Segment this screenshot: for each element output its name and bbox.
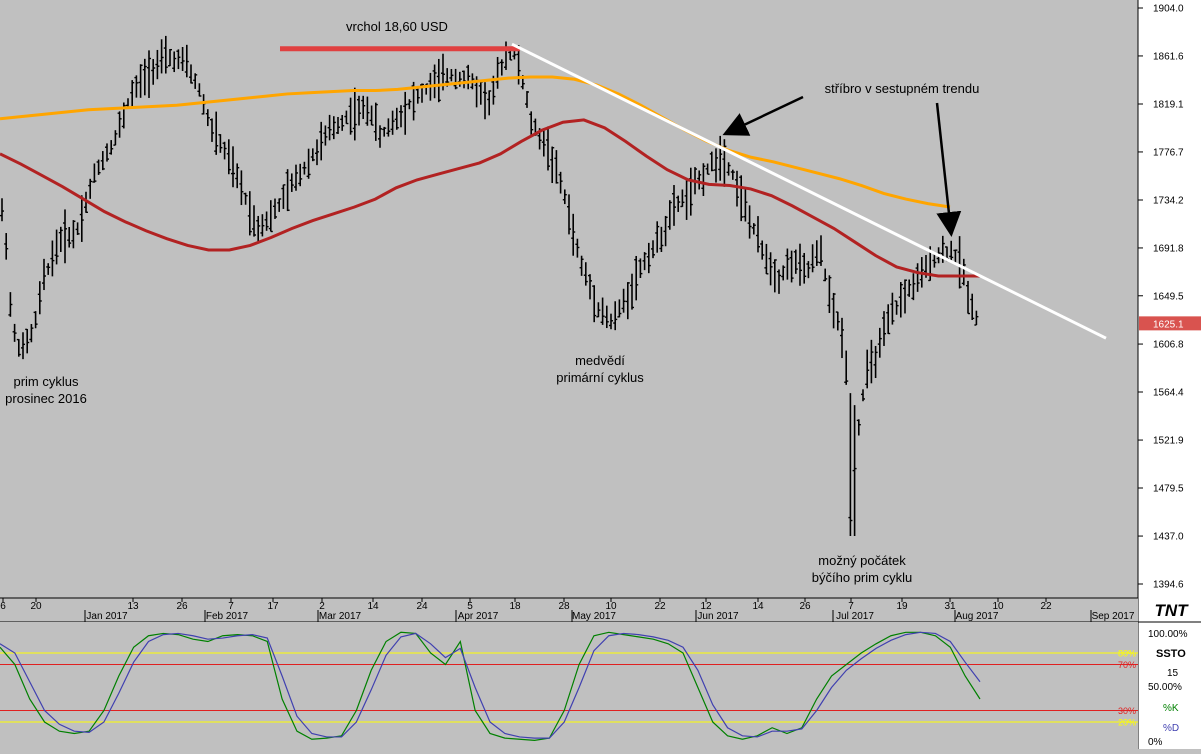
day-tick-label: 22 bbox=[1040, 601, 1052, 612]
price-tick-label: 1776.7 bbox=[1153, 147, 1184, 158]
day-tick-label: 31 bbox=[944, 601, 956, 612]
day-tick-label: 26 bbox=[176, 601, 188, 612]
day-tick-label: 12 bbox=[700, 601, 712, 612]
arrow-to-trendline bbox=[722, 95, 804, 136]
trendline bbox=[511, 42, 1107, 340]
day-tick-label: 18 bbox=[509, 601, 521, 612]
price-tick-label: 1606.8 bbox=[1153, 340, 1184, 351]
annotation-text: stříbro v sestupném trendu bbox=[825, 81, 980, 96]
month-label: Jan 2017 bbox=[86, 611, 128, 622]
annotation-text: primární cyklus bbox=[556, 370, 644, 385]
price-tick-label: 1564.4 bbox=[1153, 388, 1184, 399]
stoch-k-line bbox=[0, 631, 981, 742]
oscillator-axis-label: 50.00% bbox=[1148, 682, 1182, 693]
stoch-d-line bbox=[0, 631, 981, 739]
price-axis-panel bbox=[1138, 0, 1201, 749]
month-label: Jun 2017 bbox=[697, 611, 739, 622]
month-label: May 2017 bbox=[572, 611, 616, 622]
month-label: Mar 2017 bbox=[319, 611, 362, 622]
ma-long-line bbox=[0, 75, 951, 209]
oscillator-axis-label: 100.00% bbox=[1148, 629, 1188, 640]
day-tick-label: 7 bbox=[848, 601, 854, 612]
month-label: Feb 2017 bbox=[206, 611, 249, 622]
arrow-to-touch bbox=[935, 102, 962, 237]
day-tick-label: 7 bbox=[228, 601, 234, 612]
logo-box bbox=[1141, 599, 1201, 621]
last-price-label: 1625.1 bbox=[1153, 319, 1184, 330]
oscillator-level-label: 70% bbox=[1118, 660, 1136, 670]
ma-short-line bbox=[0, 118, 980, 278]
oscillator-level-label: 20% bbox=[1118, 718, 1136, 728]
annotation-text: medvědí bbox=[575, 353, 625, 368]
price-tick-label: 1819.1 bbox=[1153, 100, 1184, 111]
price-tick-label: 1861.6 bbox=[1153, 51, 1184, 62]
annotation-text: vrchol 18,60 USD bbox=[346, 19, 448, 34]
day-tick-label: 22 bbox=[654, 601, 666, 612]
annotation-text: možný počátek bbox=[818, 553, 906, 568]
day-tick-label: 19 bbox=[896, 601, 908, 612]
oscillator-title: SSTO bbox=[1156, 648, 1186, 660]
oscillator-level-label: 80% bbox=[1118, 649, 1136, 659]
oscillator-panel bbox=[0, 622, 1138, 749]
oscillator-axis-label: 0% bbox=[1148, 737, 1163, 748]
annotation-text: prim cyklus bbox=[13, 374, 79, 389]
day-tick-label: 6 bbox=[0, 601, 6, 612]
month-label: Sep 2017 bbox=[1092, 611, 1135, 622]
price-tick-label: 1521.9 bbox=[1153, 436, 1184, 447]
annotation-text: prosinec 2016 bbox=[5, 391, 87, 406]
day-tick-label: 20 bbox=[30, 601, 42, 612]
day-tick-label: 5 bbox=[467, 601, 473, 612]
month-label: Aug 2017 bbox=[956, 611, 999, 622]
day-tick-label: 17 bbox=[267, 601, 279, 612]
legend-k: %K bbox=[1163, 703, 1179, 714]
month-label: Apr 2017 bbox=[458, 611, 499, 622]
oscillator-level-label: 30% bbox=[1118, 706, 1136, 716]
day-tick-label: 13 bbox=[127, 601, 139, 612]
last-price-tag bbox=[1139, 316, 1201, 331]
day-tick-label: 26 bbox=[799, 601, 811, 612]
price-tick-label: 1734.2 bbox=[1153, 196, 1184, 207]
day-tick-label: 28 bbox=[558, 601, 570, 612]
time-axis-panel bbox=[0, 598, 1138, 622]
day-tick-label: 14 bbox=[367, 601, 379, 612]
ohlc-bars bbox=[0, 35, 979, 537]
day-tick-label: 10 bbox=[992, 601, 1004, 612]
oscillator-period: 15 bbox=[1167, 668, 1179, 679]
annotation-text: býčího prim cyklu bbox=[812, 570, 912, 585]
price-tick-label: 1437.0 bbox=[1153, 532, 1184, 543]
day-tick-label: 10 bbox=[605, 601, 617, 612]
logo-text: TNT bbox=[1154, 601, 1189, 620]
day-tick-label: 24 bbox=[416, 601, 428, 612]
price-tick-label: 1904.0 bbox=[1153, 4, 1184, 15]
price-tick-label: 1649.5 bbox=[1153, 291, 1184, 302]
price-tick-label: 1691.8 bbox=[1153, 243, 1184, 254]
month-label: Jul 2017 bbox=[836, 611, 874, 622]
price-tick-label: 1479.5 bbox=[1153, 484, 1184, 495]
day-tick-label: 14 bbox=[752, 601, 764, 612]
legend-d: %D bbox=[1163, 723, 1179, 734]
price-tick-label: 1394.6 bbox=[1153, 580, 1184, 591]
day-tick-label: 2 bbox=[319, 601, 325, 612]
